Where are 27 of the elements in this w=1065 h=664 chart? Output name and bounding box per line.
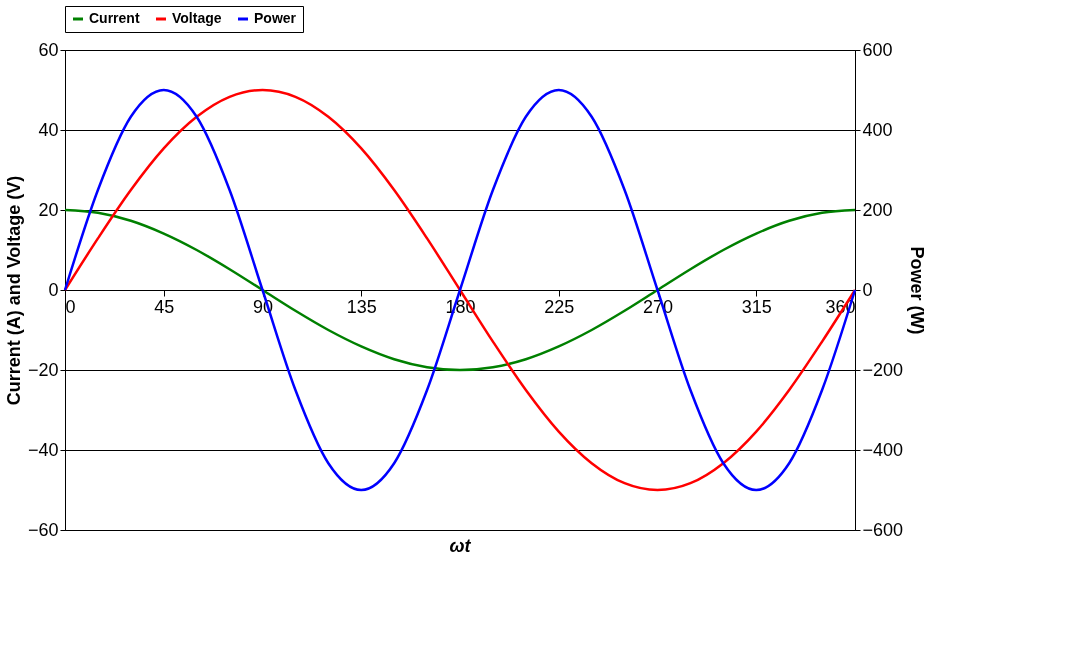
line-series bbox=[63, 88, 857, 492]
y-tick-label: 40 bbox=[38, 119, 59, 140]
x-tick-label: 0 bbox=[65, 296, 76, 317]
x-tick-label: 225 bbox=[544, 296, 575, 317]
x-tick-label: 315 bbox=[741, 296, 772, 317]
y-tick-label: −20 bbox=[27, 359, 59, 380]
x-axis-title: ωt bbox=[449, 536, 472, 556]
y-axis-title: Current (A) and Voltage (V) bbox=[3, 175, 24, 406]
y2-tick-label: 0 bbox=[862, 279, 873, 300]
legend-label: Power bbox=[254, 10, 297, 26]
legend-label: Voltage bbox=[172, 10, 222, 26]
legend-label: Current bbox=[89, 10, 140, 26]
y2-tick-label: 200 bbox=[862, 199, 893, 220]
y-tick-label: −60 bbox=[27, 519, 59, 540]
line-series bbox=[63, 208, 857, 372]
y2-tick-label: −200 bbox=[862, 359, 904, 380]
y-tick-label: −40 bbox=[27, 439, 59, 460]
y2-axis-title: Power (W) bbox=[907, 246, 928, 335]
y-tick-label: 20 bbox=[38, 199, 59, 220]
y2-tick-label: −400 bbox=[862, 439, 904, 460]
y2-tick-label: 400 bbox=[862, 119, 893, 140]
x-tick-label: 135 bbox=[346, 296, 377, 317]
y2-tick-label: −600 bbox=[862, 519, 904, 540]
y-tick-label: 0 bbox=[48, 279, 59, 300]
y2-tick-label: 600 bbox=[862, 39, 893, 60]
y-tick-label: 60 bbox=[38, 39, 59, 60]
x-tick-label: 45 bbox=[154, 296, 175, 317]
